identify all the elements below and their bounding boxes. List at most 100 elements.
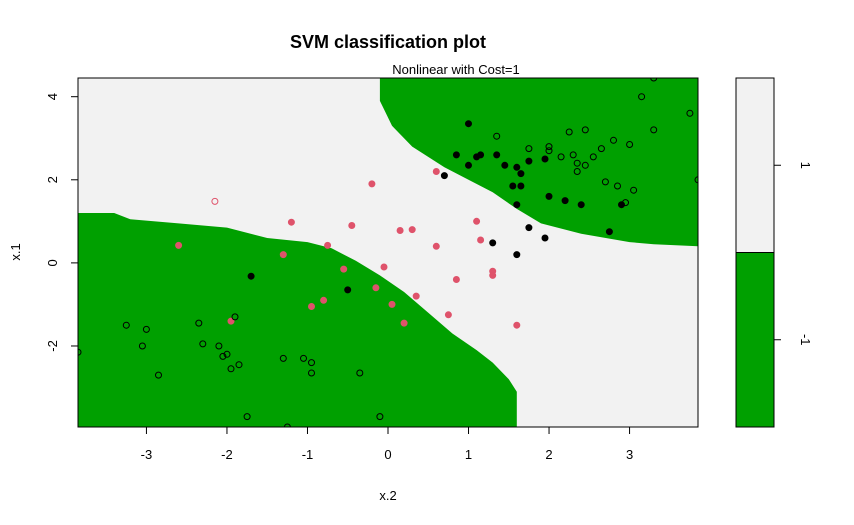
data-point-support-vector <box>344 286 352 294</box>
axes: -3 -2 -1 0 1 2 3 -2 0 2 4 <box>45 77 699 462</box>
data-point-support-vector <box>513 251 521 259</box>
data-point <box>155 371 162 379</box>
x-tick-label: 2 <box>545 447 552 462</box>
legend-swatch <box>736 252 774 427</box>
data-point <box>235 361 243 369</box>
data-point-support-vector <box>465 161 472 169</box>
y-tick-label: 0 <box>45 259 60 266</box>
data-point <box>243 413 251 421</box>
data-point <box>686 109 694 117</box>
y-tick-label: 2 <box>45 176 60 183</box>
data-point <box>279 354 287 362</box>
data-point <box>610 136 617 144</box>
data-point <box>525 145 533 153</box>
data-point <box>195 319 203 327</box>
data-point-support-vector <box>489 239 497 247</box>
data-point <box>227 365 235 373</box>
x-tick-label: 1 <box>465 447 472 462</box>
data-point <box>565 128 573 136</box>
data-point <box>545 143 553 151</box>
data-point-support-vector <box>517 170 525 178</box>
x-tick-label: 3 <box>626 447 633 462</box>
data-point-support-vector <box>388 300 396 308</box>
data-point-support-vector <box>432 168 440 175</box>
data-point <box>557 153 565 161</box>
data-point <box>569 151 577 159</box>
data-point <box>122 321 130 329</box>
region-class-1 <box>78 78 698 427</box>
data-point <box>626 141 634 148</box>
data-point <box>650 78 658 82</box>
data-point <box>142 325 150 333</box>
x-tick-label: -1 <box>302 447 314 462</box>
data-point-support-vector <box>489 271 497 279</box>
data-point-support-vector <box>561 197 569 205</box>
data-point-support-vector <box>440 172 448 180</box>
x-tick-label: 0 <box>384 447 391 462</box>
data-point-support-vector <box>477 236 485 244</box>
data-point <box>614 182 621 190</box>
data-point-support-vector <box>320 296 328 304</box>
data-point-support-vector <box>545 192 553 200</box>
legend-label: -1 <box>798 334 813 346</box>
data-point <box>356 369 364 377</box>
data-point <box>138 342 146 350</box>
plot-area <box>78 78 698 427</box>
data-point-support-vector <box>175 241 183 249</box>
data-point-support-vector <box>517 182 525 190</box>
data-point <box>78 348 82 356</box>
data-point <box>223 350 231 358</box>
data-point <box>300 354 307 362</box>
data-point <box>630 186 638 194</box>
data-point <box>573 159 581 167</box>
data-point-support-vector <box>308 303 315 310</box>
data-point <box>219 352 227 360</box>
data-point-support-vector <box>444 311 452 319</box>
x-tick-label: -3 <box>141 447 153 462</box>
data-point-support-vector <box>380 263 388 271</box>
data-point-support-vector <box>513 321 521 329</box>
data-point <box>581 126 589 134</box>
data-point-support-vector <box>452 151 460 159</box>
data-point-support-vector <box>287 218 295 226</box>
data-point-support-vector <box>501 161 509 169</box>
legend-label: 1 <box>798 162 813 169</box>
data-point <box>597 145 605 153</box>
data-point-support-vector <box>400 319 408 327</box>
data-point-support-vector <box>227 317 235 325</box>
x-axis-label: x.2 <box>379 488 396 503</box>
data-point-support-vector <box>605 228 613 236</box>
data-point-support-vector <box>247 272 255 280</box>
data-point <box>376 413 384 421</box>
data-point <box>231 313 239 321</box>
data-point <box>493 132 501 140</box>
data-point <box>545 147 553 155</box>
data-point-support-vector <box>509 182 517 190</box>
chart-subtitle: Nonlinear with Cost=1 <box>392 62 520 77</box>
data-point <box>215 342 223 350</box>
data-point <box>308 369 315 377</box>
data-point-support-vector <box>340 265 348 273</box>
data-point-support-vector <box>465 120 472 128</box>
legend-swatch <box>736 78 774 253</box>
y-axis-label: x.1 <box>8 243 23 260</box>
plot-clip-group <box>78 78 698 427</box>
data-point-support-vector <box>412 292 420 300</box>
x-tick-label: -2 <box>221 447 233 462</box>
data-point <box>589 153 597 161</box>
data-point-support-vector <box>541 155 549 163</box>
data-point-support-vector <box>324 241 332 249</box>
data-point <box>601 178 609 186</box>
data-point <box>283 423 291 427</box>
data-point-support-vector <box>372 284 380 292</box>
data-point-support-vector <box>279 251 287 259</box>
data-point <box>573 168 581 175</box>
data-point-support-vector <box>541 234 549 242</box>
data-point <box>308 359 315 367</box>
data-point-support-vector <box>477 151 485 159</box>
data-point-support-vector <box>452 276 460 283</box>
data-point <box>622 199 629 207</box>
data-point <box>650 126 658 134</box>
data-point-support-vector <box>493 151 501 159</box>
